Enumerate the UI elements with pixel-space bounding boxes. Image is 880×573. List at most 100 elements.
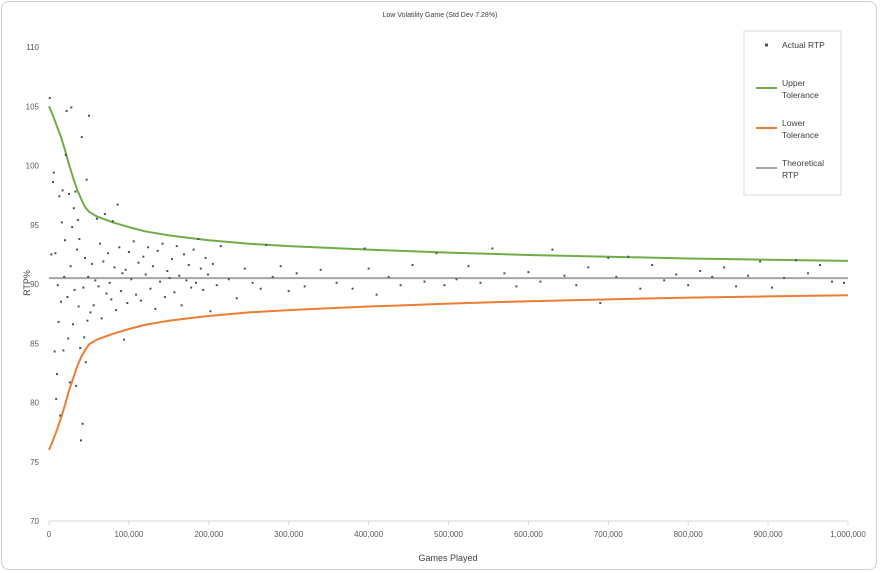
actual-rtp-point bbox=[527, 271, 530, 274]
actual-rtp-point bbox=[80, 439, 82, 442]
y-tick-label: 110 bbox=[26, 43, 39, 52]
actual-rtp-point bbox=[121, 272, 124, 275]
actual-rtp-point bbox=[515, 285, 518, 288]
actual-rtp-point bbox=[60, 221, 63, 224]
actual-rtp-point bbox=[467, 265, 470, 268]
actual-rtp-point bbox=[166, 270, 169, 272]
actual-rtp-point bbox=[76, 248, 78, 251]
actual-rtp-point bbox=[639, 287, 642, 290]
actual-rtp-point bbox=[66, 296, 69, 298]
actual-rtp-point bbox=[207, 273, 209, 276]
actual-rtp-point bbox=[575, 284, 578, 287]
actual-rtp-point bbox=[215, 284, 218, 287]
x-tick-label: 700,000 bbox=[594, 530, 623, 539]
actual-rtp-point bbox=[168, 277, 171, 280]
actual-rtp-point bbox=[108, 281, 111, 284]
actual-rtp-point bbox=[363, 247, 366, 250]
actual-rtp-point bbox=[88, 114, 90, 117]
actual-rtp-point bbox=[843, 281, 845, 284]
actual-rtp-point bbox=[115, 309, 118, 312]
actual-rtp-point bbox=[91, 262, 94, 265]
actual-rtp-point bbox=[771, 286, 774, 289]
actual-rtp-point bbox=[130, 278, 133, 281]
actual-rtp-point bbox=[64, 239, 66, 242]
actual-rtp-point bbox=[53, 350, 56, 353]
x-tick-label: 1,000,000 bbox=[830, 530, 866, 539]
actual-rtp-point bbox=[351, 287, 354, 290]
legend-label: Actual RTP bbox=[782, 40, 825, 50]
actual-rtp-point bbox=[89, 311, 92, 314]
actual-rtp-point bbox=[113, 266, 116, 269]
actual-rtp-point bbox=[171, 258, 173, 261]
actual-rtp-point bbox=[79, 347, 82, 349]
actual-rtp-point bbox=[819, 264, 821, 266]
actual-rtp-point bbox=[199, 267, 202, 270]
actual-rtp-point bbox=[56, 284, 59, 287]
actual-rtp-point bbox=[587, 266, 590, 269]
actual-rtp-point bbox=[92, 304, 95, 307]
actual-rtp-point bbox=[675, 273, 678, 276]
actual-rtp-point bbox=[142, 255, 145, 258]
series-lines bbox=[48, 105, 849, 451]
actual-rtp-point bbox=[251, 281, 254, 284]
actual-rtp-point bbox=[77, 305, 80, 308]
legend-label: Tolerance bbox=[782, 130, 819, 140]
legend-actual-rtp-marker bbox=[765, 43, 768, 47]
actual-rtp-point bbox=[795, 259, 798, 262]
actual-rtp-point bbox=[56, 373, 58, 376]
actual-rtp-point bbox=[563, 274, 566, 277]
actual-rtp-point bbox=[287, 290, 290, 293]
actual-rtp-point bbox=[699, 270, 702, 272]
actual-rtp-point bbox=[723, 266, 726, 269]
actual-rtp-point bbox=[81, 422, 84, 425]
actual-rtp-point bbox=[303, 285, 306, 288]
y-tick-label: 100 bbox=[26, 162, 40, 171]
actual-rtp-point bbox=[135, 293, 138, 296]
actual-rtp-point bbox=[60, 300, 62, 303]
actual-rtp-point bbox=[227, 278, 230, 281]
actual-rtp-point bbox=[435, 252, 438, 255]
actual-rtp-point bbox=[139, 299, 142, 302]
actual-rtp-point bbox=[219, 245, 222, 248]
actual-rtp-point bbox=[204, 256, 207, 259]
actual-rtp-point bbox=[163, 296, 166, 298]
actual-rtp-point bbox=[259, 287, 262, 290]
actual-rtp-point bbox=[197, 238, 200, 240]
y-tick-label: 95 bbox=[30, 221, 39, 230]
actual-rtp-point bbox=[137, 261, 140, 264]
actual-rtp-point bbox=[61, 189, 64, 192]
actual-rtp-point bbox=[687, 284, 690, 287]
actual-rtp-point bbox=[62, 349, 65, 352]
x-tick-label: 200,000 bbox=[194, 530, 223, 539]
legend-label: Upper bbox=[782, 78, 805, 88]
x-tick-label: 500,000 bbox=[434, 530, 463, 539]
x-tick-label: 400,000 bbox=[354, 530, 383, 539]
actual-rtp-point bbox=[116, 203, 119, 206]
chart-title: Low Volatility Game (Std Dev 7.28%) bbox=[383, 12, 498, 19]
lower-tolerance-line bbox=[48, 294, 849, 451]
actual-rtp-point bbox=[95, 217, 98, 220]
actual-rtp-point bbox=[156, 249, 159, 252]
actual-rtp-point bbox=[159, 280, 162, 283]
actual-rtp-point bbox=[599, 302, 602, 304]
y-tick-label: 105 bbox=[26, 102, 40, 111]
x-tick-label: 800,000 bbox=[674, 530, 703, 539]
actual-rtp-point bbox=[151, 265, 154, 268]
actual-rtp-point bbox=[491, 247, 494, 250]
actual-rtp-point bbox=[74, 190, 77, 193]
actual-rtp-point bbox=[73, 288, 76, 291]
actual-rtp-point bbox=[185, 279, 188, 282]
actual-rtp-point bbox=[72, 323, 74, 326]
actual-rtp-point bbox=[265, 243, 268, 246]
actual-rtp-point bbox=[107, 252, 110, 255]
actual-rtp-point bbox=[102, 260, 105, 263]
x-axis-ticks: 0 100,000 200,000 300,000 400,000 500,000 600,… bbox=[47, 521, 866, 539]
actual-rtp-point bbox=[58, 195, 61, 198]
y-axis-ticks: 70 75 80 85 90 95 100 105 110 bbox=[26, 43, 40, 526]
actual-rtp-point bbox=[100, 317, 103, 320]
actual-rtp-point bbox=[209, 310, 212, 313]
actual-rtp-point bbox=[831, 280, 833, 283]
actual-rtp-point bbox=[615, 275, 618, 278]
actual-rtp-point bbox=[663, 279, 666, 282]
actual-rtp-point bbox=[503, 272, 506, 275]
